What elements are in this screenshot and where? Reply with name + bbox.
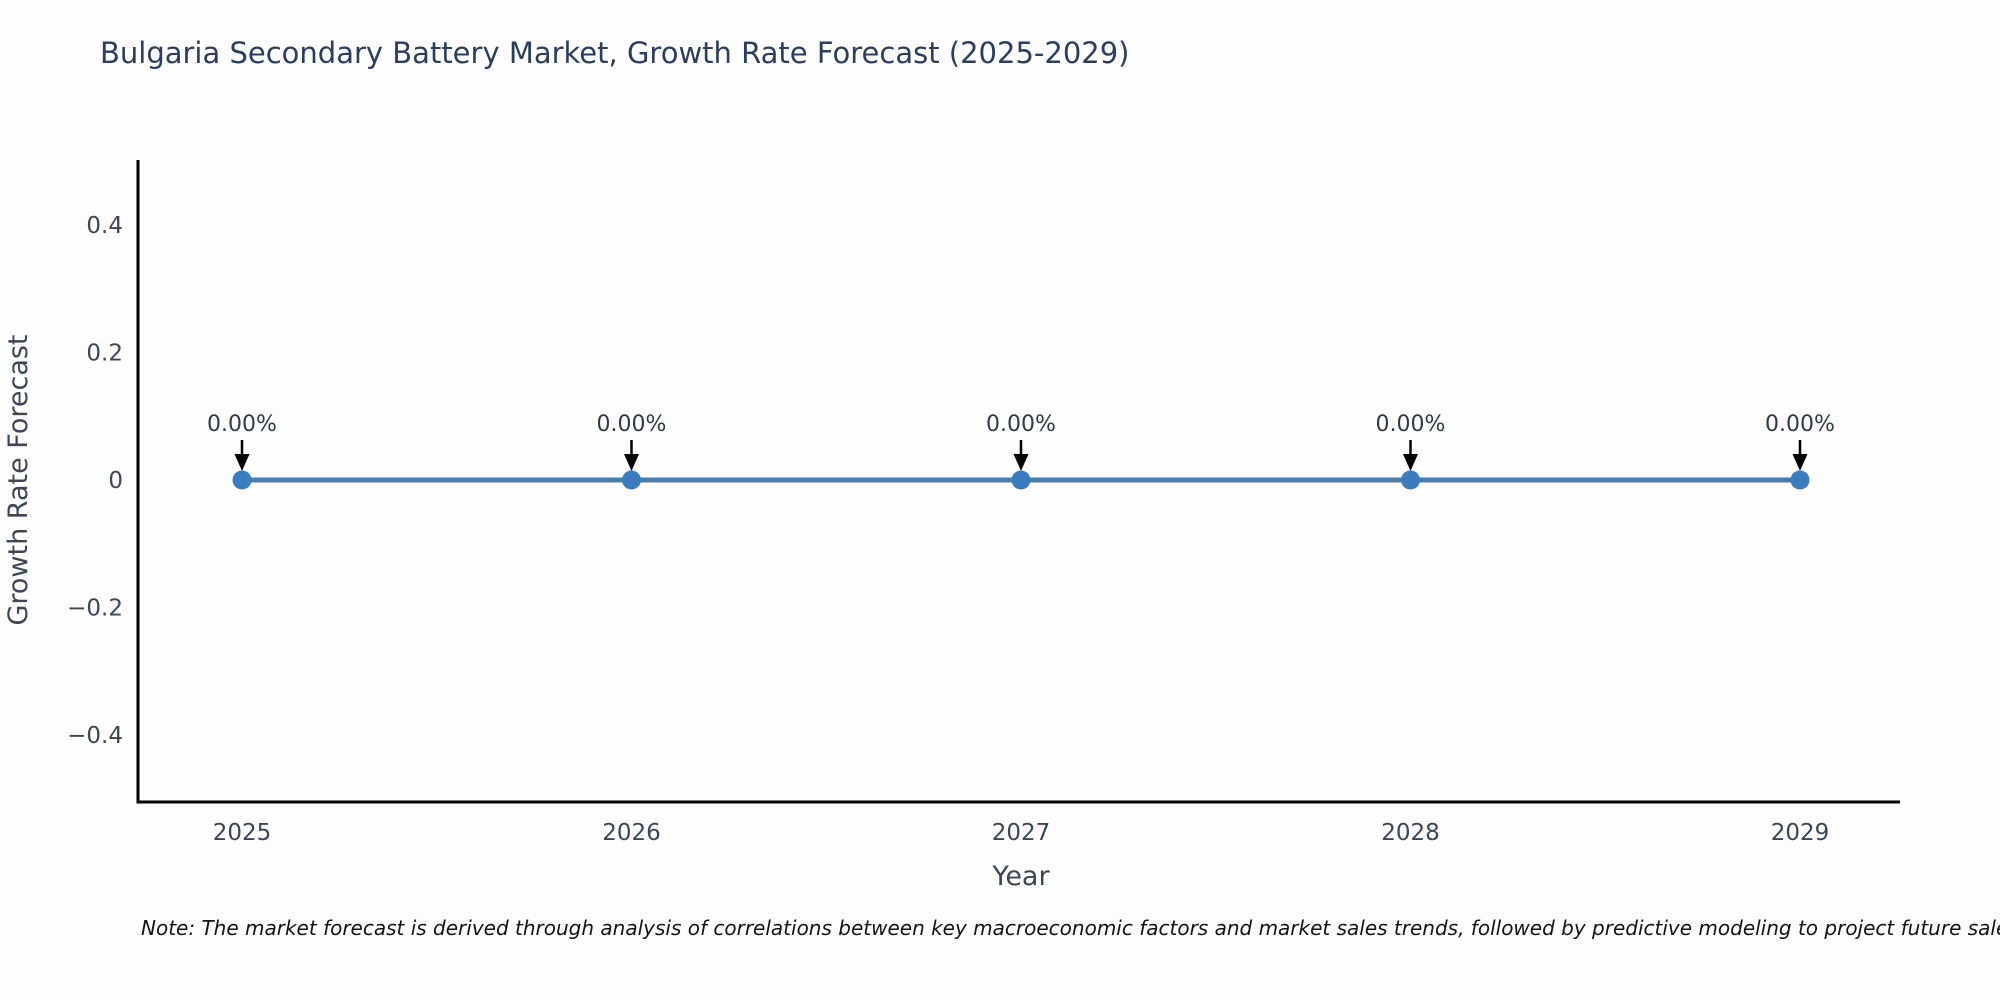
data-point-marker <box>1790 470 1810 490</box>
y-tick-label: 0 <box>108 468 123 494</box>
x-tick-label: 2025 <box>213 820 272 846</box>
data-point-label: 0.00% <box>207 412 277 437</box>
x-tick-label: 2026 <box>602 820 661 846</box>
y-axis-title: Growth Rate Forecast <box>3 334 34 625</box>
annotation-arrowhead <box>1403 454 1418 471</box>
x-tick-label: 2027 <box>992 820 1051 846</box>
annotation-arrowhead <box>624 454 639 471</box>
y-tick-label: −0.2 <box>67 596 123 622</box>
footnote: Note: The market forecast is derived thr… <box>141 916 2000 940</box>
annotation-arrowhead <box>234 454 250 471</box>
data-point-label: 0.00% <box>1765 412 1835 437</box>
y-tick-label: 0.2 <box>86 341 123 367</box>
data-point-marker <box>1401 470 1420 490</box>
data-point-marker <box>622 470 641 490</box>
annotation-arrowhead <box>1792 454 1808 471</box>
data-point-label: 0.00% <box>986 412 1056 437</box>
x-tick-label: 2028 <box>1381 820 1440 846</box>
x-axis-title: Year <box>991 861 1050 892</box>
x-tick-label: 2029 <box>1771 820 1830 846</box>
y-tick-label: −0.4 <box>67 723 123 749</box>
annotation-arrowhead <box>1013 454 1029 471</box>
y-tick-label: 0.4 <box>86 213 123 239</box>
data-point-label: 0.00% <box>597 412 667 437</box>
data-point-label: 0.00% <box>1376 412 1446 437</box>
chart-title: Bulgaria Secondary Battery Market, Growt… <box>100 36 1130 70</box>
data-point-marker <box>232 470 252 490</box>
data-point-marker <box>1011 470 1031 490</box>
